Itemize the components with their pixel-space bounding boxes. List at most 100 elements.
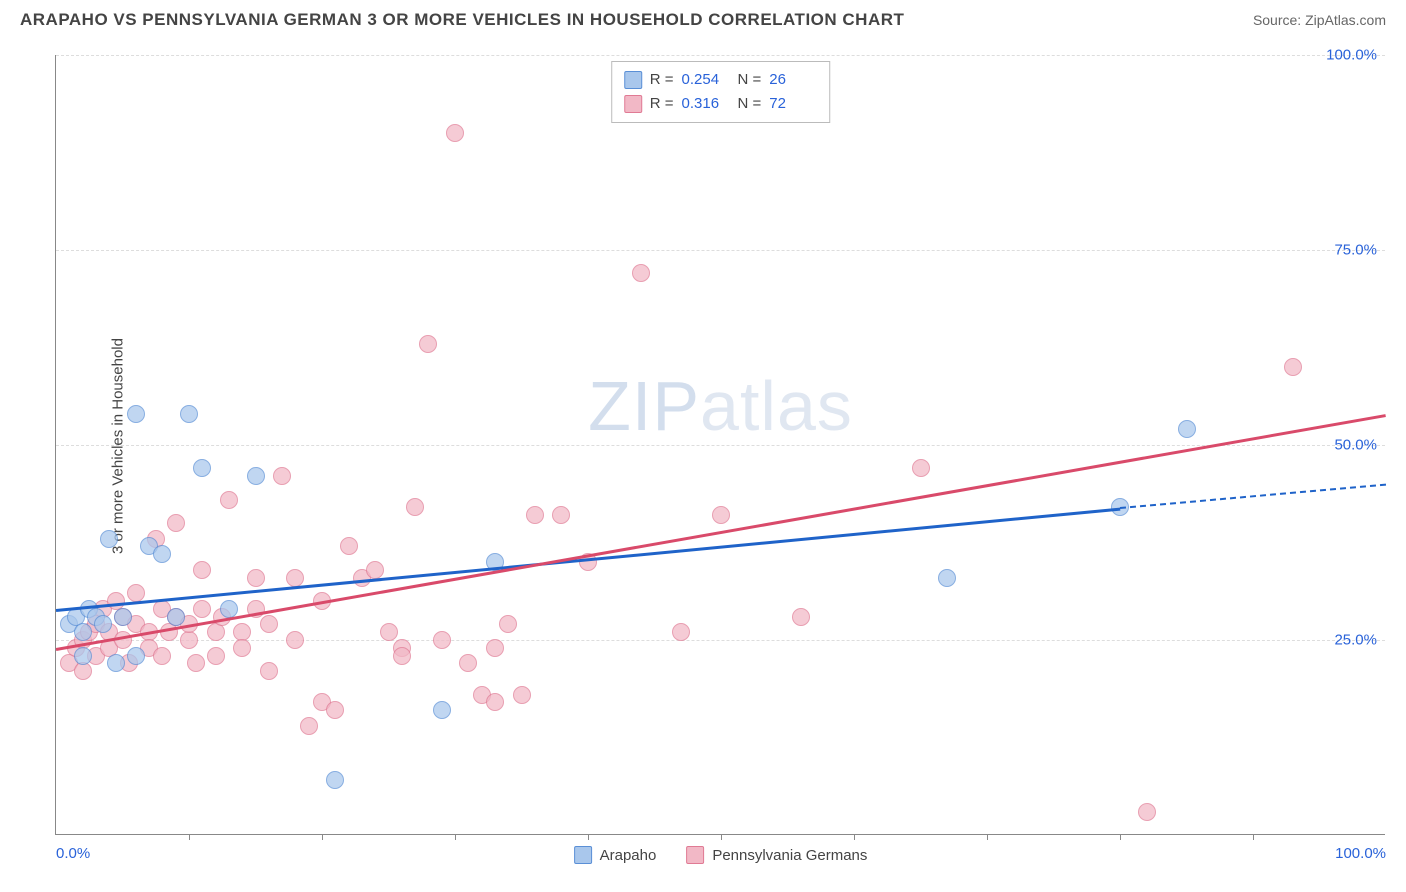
data-point-pagerman [406, 498, 424, 516]
legend-label-pagerman: Pennsylvania Germans [712, 847, 867, 864]
data-point-pagerman [247, 569, 265, 587]
data-point-arapaho [167, 608, 185, 626]
data-point-pagerman [393, 647, 411, 665]
n-value-pagerman: 72 [769, 92, 817, 116]
data-point-pagerman [459, 654, 477, 672]
n-label: N = [738, 68, 762, 92]
data-point-pagerman [167, 514, 185, 532]
x-tick [455, 834, 456, 840]
data-point-pagerman [792, 608, 810, 626]
data-point-arapaho [127, 405, 145, 423]
data-point-pagerman [446, 124, 464, 142]
trend-line [56, 507, 1120, 611]
y-tick-label: 25.0% [1334, 632, 1377, 649]
swatch-pagerman-icon [686, 846, 704, 864]
r-value-arapaho: 0.254 [682, 68, 730, 92]
data-point-pagerman [286, 631, 304, 649]
data-point-pagerman [187, 654, 205, 672]
data-point-pagerman [114, 631, 132, 649]
data-point-pagerman [180, 631, 198, 649]
data-point-pagerman [207, 647, 225, 665]
n-label: N = [738, 92, 762, 116]
data-point-pagerman [207, 623, 225, 641]
data-point-arapaho [938, 569, 956, 587]
data-point-arapaho [127, 647, 145, 665]
data-point-pagerman [326, 701, 344, 719]
data-point-arapaho [193, 459, 211, 477]
data-point-arapaho [74, 647, 92, 665]
swatch-arapaho [624, 71, 642, 89]
data-point-arapaho [100, 530, 118, 548]
x-tick [1120, 834, 1121, 840]
legend-item-pagerman: Pennsylvania Germans [686, 846, 867, 864]
data-point-pagerman [513, 686, 531, 704]
n-value-arapaho: 26 [769, 68, 817, 92]
swatch-arapaho-icon [574, 846, 592, 864]
data-point-pagerman [1138, 803, 1156, 821]
data-point-arapaho [220, 600, 238, 618]
watermark: ZIPatlas [588, 366, 853, 446]
x-tick [987, 834, 988, 840]
data-point-arapaho [114, 608, 132, 626]
gridline [56, 640, 1385, 641]
chart-title: ARAPAHO VS PENNSYLVANIA GERMAN 3 OR MORE… [20, 10, 904, 30]
data-point-pagerman [220, 491, 238, 509]
data-point-pagerman [672, 623, 690, 641]
data-point-arapaho [107, 654, 125, 672]
data-point-pagerman [632, 264, 650, 282]
data-point-arapaho [180, 405, 198, 423]
gridline [56, 445, 1385, 446]
data-point-pagerman [273, 467, 291, 485]
data-point-pagerman [340, 537, 358, 555]
x-tick-label: 0.0% [56, 845, 90, 862]
data-point-pagerman [433, 631, 451, 649]
legend-row-pagerman: R = 0.316 N = 72 [624, 92, 818, 116]
x-tick [1253, 834, 1254, 840]
x-tick [588, 834, 589, 840]
data-point-pagerman [712, 506, 730, 524]
data-point-pagerman [499, 615, 517, 633]
data-point-pagerman [552, 506, 570, 524]
gridline [56, 250, 1385, 251]
data-point-pagerman [1284, 358, 1302, 376]
y-tick-label: 75.0% [1334, 242, 1377, 259]
data-point-arapaho [1178, 420, 1196, 438]
data-point-pagerman [300, 717, 318, 735]
chart-source: Source: ZipAtlas.com [1253, 12, 1386, 28]
data-point-pagerman [486, 639, 504, 657]
data-point-pagerman [260, 615, 278, 633]
x-tick [322, 834, 323, 840]
trend-line-extrapolated [1120, 484, 1386, 509]
data-point-pagerman [366, 561, 384, 579]
data-point-pagerman [233, 639, 251, 657]
data-point-pagerman [286, 569, 304, 587]
data-point-pagerman [193, 561, 211, 579]
series-legend: Arapaho Pennsylvania Germans [574, 846, 868, 864]
r-label: R = [650, 92, 674, 116]
data-point-pagerman [260, 662, 278, 680]
data-point-pagerman [526, 506, 544, 524]
x-tick [721, 834, 722, 840]
legend-item-arapaho: Arapaho [574, 846, 657, 864]
r-label: R = [650, 68, 674, 92]
legend-label-arapaho: Arapaho [600, 847, 657, 864]
gridline [56, 55, 1385, 56]
data-point-pagerman [419, 335, 437, 353]
data-point-pagerman [193, 600, 211, 618]
correlation-legend: R = 0.254 N = 26 R = 0.316 N = 72 [611, 61, 831, 123]
data-point-arapaho [74, 623, 92, 641]
legend-row-arapaho: R = 0.254 N = 26 [624, 68, 818, 92]
y-tick-label: 50.0% [1334, 437, 1377, 454]
data-point-pagerman [74, 662, 92, 680]
chart-plot-area: ZIPatlas R = 0.254 N = 26 R = 0.316 N = … [55, 55, 1385, 835]
data-point-arapaho [247, 467, 265, 485]
x-tick [189, 834, 190, 840]
trend-line [56, 414, 1386, 650]
data-point-arapaho [326, 771, 344, 789]
data-point-arapaho [153, 545, 171, 563]
data-point-pagerman [912, 459, 930, 477]
swatch-pagerman [624, 95, 642, 113]
data-point-pagerman [486, 693, 504, 711]
data-point-pagerman [127, 584, 145, 602]
x-tick-label: 100.0% [1335, 845, 1386, 862]
